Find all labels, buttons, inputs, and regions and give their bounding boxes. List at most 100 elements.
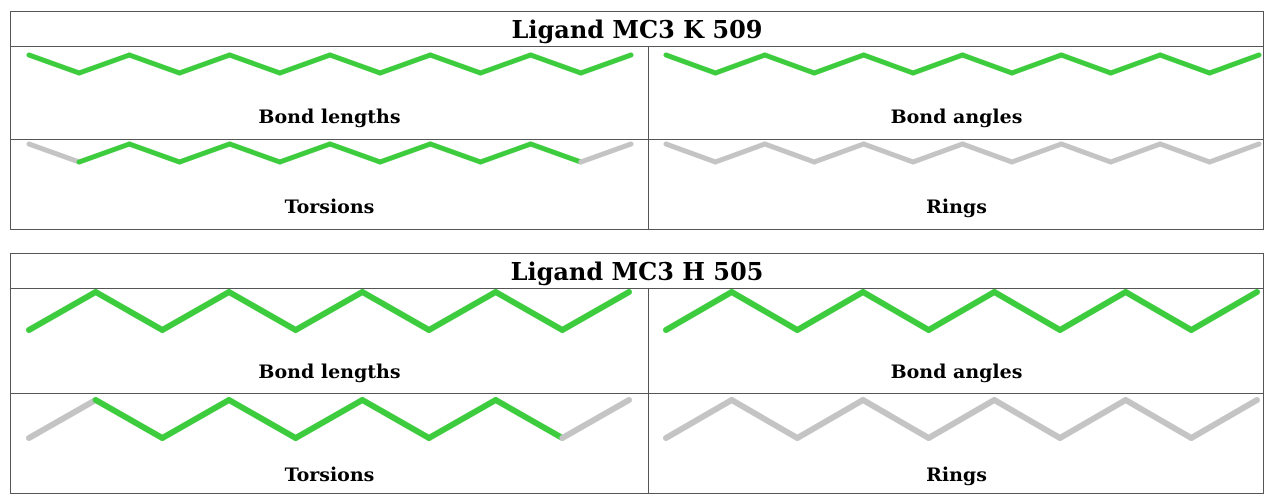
bond-7: [426, 289, 499, 333]
bond-5: [292, 397, 366, 441]
bond-7: [1057, 289, 1129, 333]
bond-4: [811, 141, 867, 165]
bond-10: [478, 141, 534, 165]
divider: [11, 139, 1263, 140]
bond-11: [1157, 52, 1213, 76]
divider: [11, 46, 1263, 47]
bond-12: [1207, 52, 1262, 76]
bond-9: [1188, 397, 1260, 441]
bond-8: [1009, 52, 1064, 76]
cell-label: Bond lengths: [258, 361, 401, 383]
bond-angles-chain: [663, 52, 1262, 76]
bond-7: [426, 397, 499, 441]
bond-8: [1122, 397, 1195, 441]
bond-1: [26, 289, 99, 333]
bond-4: [860, 397, 932, 441]
divider: [11, 393, 1263, 394]
bond-12: [1207, 141, 1262, 165]
bond-6: [359, 289, 432, 333]
bond-7: [960, 52, 1015, 76]
bond-3: [794, 397, 866, 441]
bond-6: [359, 397, 432, 441]
bond-10: [478, 52, 534, 76]
bond-2: [92, 289, 166, 333]
cell-label: Bond angles: [890, 361, 1023, 383]
cell-bond-lengths: Bond lengths: [11, 47, 648, 139]
ligand-panel-mc3-k-509: Ligand MC3 K 509 Bond lengths Bond angle…: [10, 11, 1264, 230]
bond-4: [226, 397, 299, 441]
cell-torsions: Torsions: [11, 140, 648, 230]
bond-lengths-chain: [26, 289, 632, 333]
bond-9: [1188, 289, 1260, 333]
bond-4: [811, 52, 867, 76]
cell-rings: Rings: [649, 140, 1264, 230]
bond-2: [728, 289, 801, 333]
cell-label: Rings: [926, 196, 987, 218]
bond-5: [227, 141, 283, 165]
bond-1: [663, 141, 718, 165]
bond-10: [1108, 141, 1163, 165]
bond-3: [794, 289, 866, 333]
bond-7: [327, 52, 383, 76]
bond-6: [277, 141, 333, 165]
divider: [648, 46, 649, 230]
bond-4: [177, 52, 233, 76]
ligand-panel-mc3-h-505: Ligand MC3 H 505 Bond lengths Bond angle…: [10, 253, 1264, 494]
cell-label: Rings: [926, 464, 987, 486]
bond-9: [1058, 52, 1114, 76]
bond-12: [578, 52, 634, 76]
panel-title: Ligand MC3 H 505: [510, 257, 764, 286]
bond-3: [159, 397, 232, 441]
bond-1: [26, 52, 82, 76]
cell-bond-angles: Bond angles: [649, 47, 1264, 139]
rings-chain: [663, 141, 1262, 165]
bond-9: [427, 141, 483, 165]
bond-2: [76, 141, 132, 165]
bond-4: [860, 289, 932, 333]
bond-5: [227, 52, 283, 76]
bond-3: [126, 141, 182, 165]
bond-angles-chain: [663, 289, 1260, 333]
torsions-chain: [26, 397, 632, 441]
bond-5: [861, 52, 916, 76]
bond-9: [427, 52, 483, 76]
bond-1: [663, 289, 735, 333]
bond-8: [377, 52, 433, 76]
bond-5: [925, 397, 998, 441]
bond-5: [925, 289, 998, 333]
bond-7: [327, 141, 383, 165]
cell-bond-angles: Bond angles: [649, 289, 1264, 393]
bond-1: [663, 397, 735, 441]
bond-4: [226, 289, 299, 333]
bond-11: [528, 52, 584, 76]
bond-3: [159, 289, 232, 333]
rings-chain: [663, 397, 1260, 441]
bond-11: [528, 141, 584, 165]
bond-7: [1057, 397, 1129, 441]
bond-6: [991, 289, 1063, 333]
cell-torsions: Torsions: [11, 394, 648, 494]
bond-5: [292, 289, 366, 333]
bond-9: [559, 289, 632, 333]
bond-2: [712, 52, 768, 76]
bond-1: [663, 52, 718, 76]
bond-10: [1108, 52, 1163, 76]
bond-3: [762, 52, 817, 76]
bond-8: [377, 141, 433, 165]
bond-lengths-chain: [26, 52, 634, 76]
bond-6: [910, 141, 965, 165]
bond-1: [26, 141, 82, 165]
bond-6: [910, 52, 965, 76]
bond-6: [991, 397, 1063, 441]
bond-1: [26, 397, 99, 441]
bond-2: [712, 141, 768, 165]
divider: [11, 288, 1263, 289]
bond-3: [126, 52, 182, 76]
bond-4: [177, 141, 233, 165]
cell-label: Bond angles: [890, 106, 1023, 128]
cell-label: Torsions: [284, 196, 375, 218]
cell-bond-lengths: Bond lengths: [11, 289, 648, 393]
bond-2: [728, 397, 801, 441]
bond-8: [492, 397, 566, 441]
bond-8: [1009, 141, 1064, 165]
